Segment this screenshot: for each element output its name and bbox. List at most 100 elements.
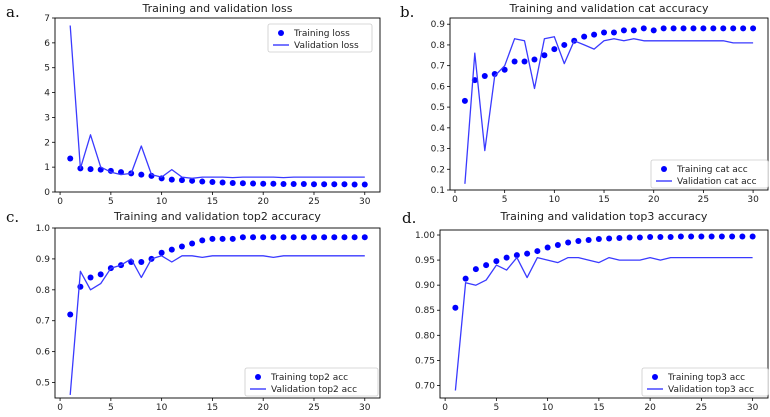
series-point bbox=[688, 233, 695, 240]
y-tick-label: 0.4 bbox=[431, 124, 446, 134]
x-tick-label: 30 bbox=[747, 403, 759, 413]
series-point bbox=[219, 179, 226, 186]
y-tick-label: 0.9 bbox=[36, 255, 51, 265]
y-tick-label: 0.85 bbox=[415, 306, 435, 316]
x-tick-label: 30 bbox=[359, 197, 371, 207]
y-tick-label: 0.2 bbox=[431, 165, 445, 175]
series-point bbox=[667, 234, 674, 241]
series-point bbox=[511, 58, 518, 65]
series-point bbox=[229, 180, 236, 187]
series-point bbox=[503, 254, 510, 261]
chart-title: Training and validation cat accuracy bbox=[509, 2, 709, 15]
series-point bbox=[189, 177, 196, 184]
series-point bbox=[620, 27, 627, 34]
series-point bbox=[749, 233, 756, 240]
series-point bbox=[710, 25, 717, 32]
series-point bbox=[657, 234, 664, 241]
series-point bbox=[280, 181, 287, 188]
y-tick-label: 0.8 bbox=[431, 41, 446, 51]
series-point bbox=[729, 233, 736, 240]
series-point bbox=[331, 234, 338, 241]
y-tick-label: 0.9 bbox=[431, 20, 446, 30]
x-tick-label: 0 bbox=[452, 195, 458, 205]
series-point bbox=[739, 233, 746, 240]
series-point bbox=[260, 180, 267, 187]
chart-title: Training and validation top3 accuracy bbox=[500, 210, 708, 223]
legend-label: Training top3 acc bbox=[667, 373, 745, 383]
legend-label: Validation cat acc bbox=[677, 177, 757, 187]
x-tick-label: 20 bbox=[648, 195, 660, 205]
x-tick-label: 15 bbox=[598, 195, 609, 205]
series-point bbox=[534, 248, 541, 255]
x-tick-label: 0 bbox=[442, 403, 448, 413]
series-point bbox=[361, 181, 368, 188]
series-point bbox=[300, 181, 307, 188]
x-tick-label: 5 bbox=[108, 197, 114, 207]
chart-title: Training and validation loss bbox=[142, 2, 293, 15]
y-tick-label: 0.7 bbox=[431, 62, 445, 72]
series-point bbox=[680, 25, 687, 32]
legend-label: Training top2 acc bbox=[270, 373, 348, 383]
legend-box bbox=[641, 367, 769, 397]
x-tick-label: 15 bbox=[593, 403, 604, 413]
legend-dot-marker bbox=[661, 166, 667, 172]
series-point bbox=[310, 181, 317, 188]
series-point bbox=[138, 171, 145, 178]
series-point bbox=[581, 33, 588, 40]
series-point bbox=[341, 181, 348, 188]
series-point bbox=[650, 27, 657, 34]
legend-dot-marker bbox=[652, 374, 658, 380]
series-point bbox=[341, 234, 348, 241]
series-point bbox=[77, 283, 84, 290]
series-point bbox=[472, 266, 479, 273]
x-tick-label: 0 bbox=[57, 403, 63, 413]
series-point bbox=[168, 246, 175, 253]
legend-label: Validation top2 acc bbox=[271, 385, 357, 395]
series-point bbox=[660, 25, 667, 32]
series-point bbox=[491, 70, 498, 77]
series-point bbox=[462, 275, 469, 282]
series-point bbox=[575, 238, 582, 245]
series-point bbox=[290, 181, 297, 188]
series-point bbox=[690, 25, 697, 32]
legend-label: Training cat acc bbox=[676, 165, 748, 175]
series-point bbox=[541, 52, 548, 59]
y-tick-label: 0.6 bbox=[36, 348, 51, 358]
series-point bbox=[591, 31, 598, 38]
series-point bbox=[626, 234, 633, 241]
y-tick-label: 0.8 bbox=[36, 286, 51, 296]
series-point bbox=[606, 235, 613, 242]
series-point bbox=[595, 236, 602, 243]
series-point bbox=[708, 233, 715, 240]
series-point bbox=[740, 25, 747, 32]
legend-label: Training loss bbox=[293, 29, 350, 39]
series-point bbox=[554, 242, 561, 249]
series-point bbox=[178, 177, 185, 184]
series-point bbox=[260, 234, 267, 241]
series-point bbox=[481, 73, 488, 80]
x-tick-label: 30 bbox=[747, 195, 759, 205]
series-point bbox=[209, 179, 216, 186]
legend-box bbox=[650, 159, 769, 189]
legend-box bbox=[267, 23, 373, 53]
series-point bbox=[280, 234, 287, 241]
panel-label-a: a. bbox=[6, 3, 20, 21]
x-tick-label: 20 bbox=[257, 403, 269, 413]
legend: Training cat acc Validation cat acc bbox=[650, 159, 769, 189]
series-point bbox=[97, 271, 104, 278]
legend: Training top2 acc Validation top2 acc bbox=[244, 367, 379, 397]
x-tick-label: 15 bbox=[207, 403, 218, 413]
series-point bbox=[209, 235, 216, 242]
y-tick-label: 0.1 bbox=[431, 186, 445, 196]
plot-frame bbox=[449, 17, 769, 191]
series-point bbox=[461, 97, 468, 104]
x-tick-label: 10 bbox=[542, 403, 554, 413]
series-point bbox=[647, 234, 654, 241]
series-point bbox=[452, 304, 459, 311]
y-tick-label: 0.7 bbox=[36, 317, 50, 327]
series-point bbox=[199, 237, 206, 244]
series-point bbox=[321, 181, 328, 188]
x-tick-label: 0 bbox=[57, 197, 63, 207]
series-point bbox=[551, 46, 558, 53]
